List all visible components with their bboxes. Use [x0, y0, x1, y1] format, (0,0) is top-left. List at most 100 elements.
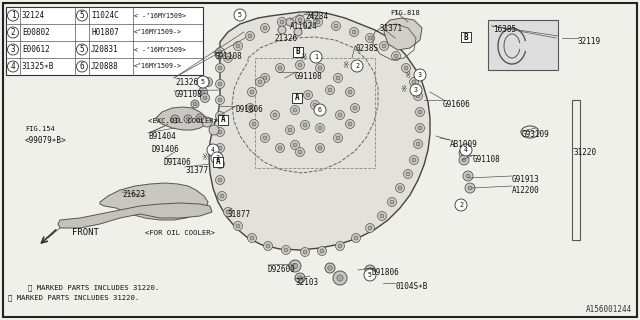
Polygon shape — [100, 183, 208, 220]
Circle shape — [301, 121, 310, 130]
Circle shape — [463, 171, 473, 181]
Circle shape — [298, 63, 302, 67]
Text: E00802: E00802 — [22, 28, 50, 37]
Circle shape — [223, 53, 232, 62]
Circle shape — [406, 172, 410, 176]
Circle shape — [252, 122, 256, 126]
Text: 2: 2 — [11, 28, 15, 37]
Circle shape — [368, 36, 372, 40]
Text: I1024C: I1024C — [91, 11, 119, 20]
Text: ※: ※ — [342, 61, 348, 70]
Circle shape — [216, 47, 225, 57]
Circle shape — [201, 90, 205, 94]
Circle shape — [336, 76, 340, 80]
Text: 5: 5 — [368, 272, 372, 278]
Text: ※: ※ — [400, 85, 406, 94]
Text: <FOR OIL COOLER>: <FOR OIL COOLER> — [145, 230, 215, 236]
Circle shape — [77, 44, 88, 55]
Circle shape — [462, 151, 466, 155]
Circle shape — [459, 155, 469, 165]
Polygon shape — [156, 107, 207, 130]
Text: E00612: E00612 — [22, 45, 50, 54]
Circle shape — [284, 248, 288, 252]
Bar — [461, 32, 471, 42]
Text: A: A — [216, 157, 220, 166]
Circle shape — [218, 82, 222, 86]
Circle shape — [455, 199, 467, 211]
Circle shape — [418, 126, 422, 130]
Circle shape — [263, 76, 267, 80]
Circle shape — [418, 110, 422, 114]
Circle shape — [218, 130, 222, 134]
Bar — [292, 93, 302, 103]
Text: G91606: G91606 — [443, 100, 471, 109]
Circle shape — [250, 119, 259, 129]
Polygon shape — [384, 18, 422, 50]
Text: 21326: 21326 — [175, 78, 198, 87]
Circle shape — [77, 10, 88, 21]
Circle shape — [275, 143, 285, 153]
Bar — [213, 157, 223, 167]
Circle shape — [349, 28, 358, 36]
Text: A: A — [294, 93, 300, 102]
Circle shape — [303, 250, 307, 254]
Circle shape — [218, 146, 222, 150]
Circle shape — [255, 77, 264, 86]
Circle shape — [216, 79, 225, 89]
Circle shape — [404, 66, 408, 70]
Circle shape — [292, 263, 298, 269]
Circle shape — [216, 95, 225, 105]
Circle shape — [387, 197, 397, 206]
Circle shape — [250, 236, 254, 240]
Circle shape — [184, 115, 192, 123]
Circle shape — [310, 100, 319, 109]
Bar — [218, 115, 228, 125]
Text: D92609: D92609 — [268, 265, 296, 274]
Circle shape — [414, 69, 426, 81]
Text: 0104S∗B: 0104S∗B — [395, 282, 428, 291]
Circle shape — [333, 271, 347, 285]
Circle shape — [312, 12, 320, 20]
Text: 31877: 31877 — [228, 210, 251, 219]
Circle shape — [246, 103, 255, 113]
Circle shape — [204, 77, 212, 86]
Circle shape — [318, 146, 322, 150]
Circle shape — [306, 93, 310, 97]
Bar — [572, 100, 580, 240]
Text: A156001244: A156001244 — [586, 305, 632, 314]
Circle shape — [298, 150, 302, 154]
Circle shape — [8, 27, 19, 38]
Text: <EXC.OIL COOLER>: <EXC.OIL COOLER> — [148, 118, 218, 124]
Text: 3: 3 — [418, 72, 422, 78]
Circle shape — [206, 80, 210, 84]
Circle shape — [390, 200, 394, 204]
Text: 32103: 32103 — [296, 278, 319, 287]
Text: G91913: G91913 — [512, 175, 540, 184]
Circle shape — [351, 103, 360, 113]
Circle shape — [348, 90, 352, 94]
Circle shape — [326, 85, 335, 94]
Circle shape — [316, 143, 324, 153]
Text: 31371: 31371 — [380, 24, 403, 33]
Text: 5: 5 — [80, 11, 84, 20]
Text: 31220: 31220 — [574, 148, 597, 157]
Text: 3: 3 — [414, 87, 418, 93]
Circle shape — [288, 128, 292, 132]
Text: 2: 2 — [459, 202, 463, 208]
Text: 4: 4 — [211, 147, 215, 153]
Circle shape — [218, 114, 222, 118]
Circle shape — [333, 133, 342, 142]
Circle shape — [273, 113, 277, 117]
Text: A11024: A11024 — [290, 22, 317, 31]
Text: A12200: A12200 — [512, 186, 540, 195]
Text: <99079∗B>: <99079∗B> — [25, 136, 67, 145]
Circle shape — [260, 23, 269, 33]
Circle shape — [246, 31, 255, 41]
Circle shape — [351, 60, 363, 72]
Text: < -’16MY1509>: < -’16MY1509> — [134, 12, 186, 19]
Circle shape — [263, 26, 267, 30]
Circle shape — [416, 142, 420, 146]
Circle shape — [465, 183, 475, 193]
Circle shape — [298, 18, 302, 22]
Text: B: B — [464, 33, 468, 42]
